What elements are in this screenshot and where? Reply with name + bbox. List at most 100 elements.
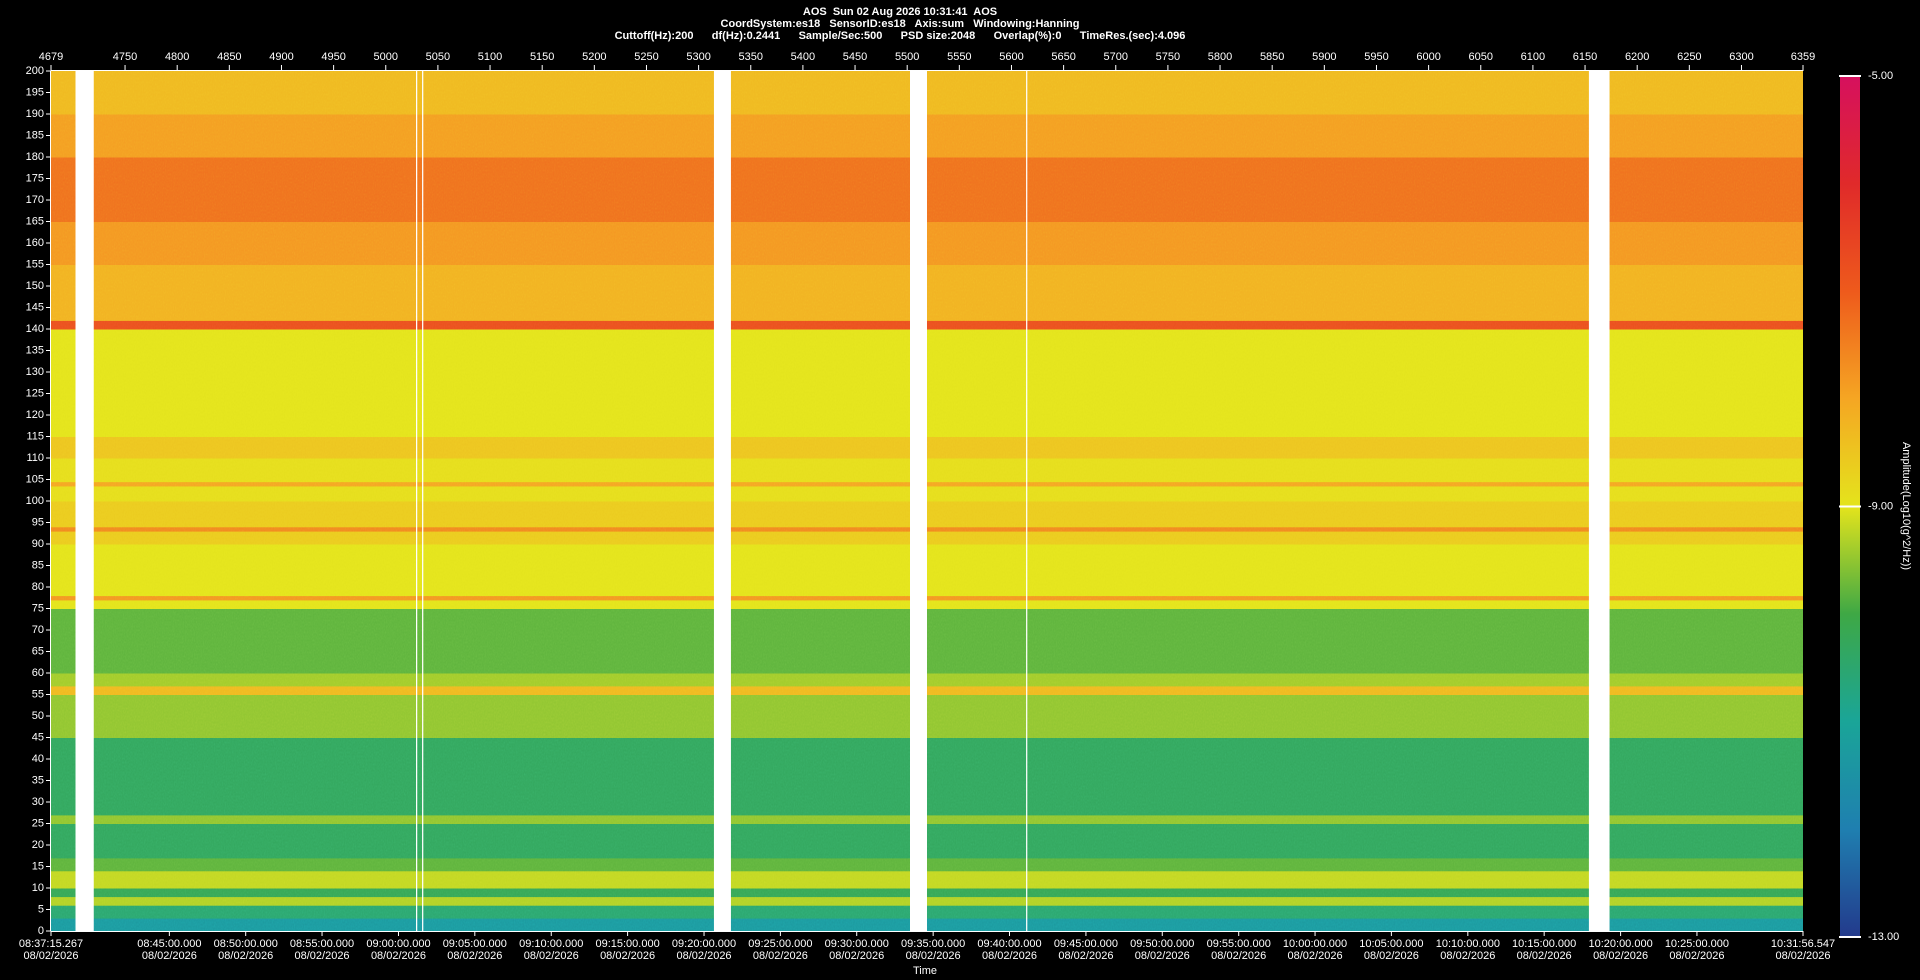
y-tick-label: 115 [26,430,44,442]
y-tick-label: 0 [38,925,44,937]
x-tick-label: 09:20:00.000 [672,938,736,950]
top-tick-label: 4850 [217,51,241,63]
y-tick-label: 30 [32,796,44,808]
top-tick-label: 6250 [1677,51,1701,63]
x-axis-label: Time [913,965,937,977]
data-gap [713,71,731,931]
top-tick-label: 4750 [113,51,137,63]
y-tick-label: 75 [32,602,44,614]
y-tick-label: 170 [26,194,44,206]
x-tick-label: 09:25:00.000 [748,938,812,950]
y-tick-label: 180 [26,151,44,163]
top-tick-label: 5050 [426,51,450,63]
colorbar-tick-label: -9.00 [1868,500,1893,512]
x-tick-label: 10:05:00.000 [1359,938,1423,950]
x-tick-date: 08/02/2026 [1517,950,1572,962]
y-tick-label: 85 [32,559,44,571]
y-tick-label: 60 [32,667,44,679]
y-tick-label: 175 [26,172,44,184]
y-tick-label: 105 [26,473,44,485]
spectrogram [51,71,1803,931]
top-tick-label: 5400 [791,51,815,63]
x-tick-date: 08/02/2026 [600,950,655,962]
x-tick-label: 10:00:00.000 [1283,938,1347,950]
x-tick-date: 08/02/2026 [447,950,502,962]
data-gap [75,71,94,931]
top-tick-label: 5300 [686,51,710,63]
top-tick-label: 5250 [634,51,658,63]
x-tick-label: 10:15:00.000 [1512,938,1576,950]
x-tick-date: 08/02/2026 [142,950,197,962]
x-tick-date: 08/02/2026 [677,950,732,962]
top-tick-label: 5900 [1312,51,1336,63]
chart-title: AOS Sun 02 Aug 2026 10:31:41 AOS [803,6,997,18]
x-tick-date: 08/02/2026 [1775,950,1830,962]
data-gap [910,71,927,931]
overlay: 0 5 10 15 20 25 30 35 40 45 50 55 60 65 70 75 80 85 90 95 10… [19,51,1835,962]
x-tick-date: 08/02/2026 [1288,950,1343,962]
top-tick-label: 6300 [1729,51,1753,63]
x-tick-label: 09:40:00.000 [977,938,1041,950]
top-tick-label: 5850 [1260,51,1284,63]
x-tick-label: 09:00:00.000 [366,938,430,950]
x-tick-date: 08/02/2026 [1058,950,1113,962]
y-tick-label: 65 [32,645,44,657]
y-tick-label: 70 [32,624,44,636]
x-tick-label: 09:30:00.000 [825,938,889,950]
x-tick-label: 10:20:00.000 [1588,938,1652,950]
y-tick-label: 160 [26,237,44,249]
y-tick-label: 185 [26,129,44,141]
x-tick-label: 09:50:00.000 [1130,938,1194,950]
x-tick-label: 09:05:00.000 [443,938,507,950]
top-tick-label: 4679 [39,51,63,63]
top-tick-label: 5100 [478,51,502,63]
y-tick-label: 135 [26,344,44,356]
y-tick-label: 140 [26,323,44,335]
top-tick-label: 5450 [843,51,867,63]
x-tick-label: 10:10:00.000 [1436,938,1500,950]
colorbar-tick-label: -5.00 [1868,70,1893,82]
top-tick-label: 6000 [1416,51,1440,63]
y-tick-label: 155 [26,258,44,270]
top-tick-label: 5550 [947,51,971,63]
y-tick-label: 200 [26,65,44,77]
x-tick-label: 08:45:00.000 [137,938,201,950]
x-tick-label: 08:55:00.000 [290,938,354,950]
x-tick-label: 10:31:56.547 [1771,938,1835,950]
x-tick-date: 08/02/2026 [829,950,884,962]
colorbar-label: Amplitude(Log10(g^2/Hz)) [1900,442,1912,570]
y-tick-label: 130 [26,366,44,378]
top-tick-label: 5000 [374,51,398,63]
x-tick-date: 08/02/2026 [524,950,579,962]
data-gap [416,71,418,931]
y-tick-label: 145 [26,301,44,313]
top-tick-label: 6050 [1469,51,1493,63]
top-tick-label: 5750 [1156,51,1180,63]
y-tick-label: 95 [32,516,44,528]
x-tick-date: 08/02/2026 [1211,950,1266,962]
x-tick-date: 08/02/2026 [218,950,273,962]
x-tick-label: 09:35:00.000 [901,938,965,950]
y-tick-label: 80 [32,581,44,593]
y-tick-label: 55 [32,688,44,700]
x-tick-date: 08/02/2026 [982,950,1037,962]
top-tick-label: 5950 [1364,51,1388,63]
top-tick-label: 4950 [321,51,345,63]
top-tick-label: 6200 [1625,51,1649,63]
y-tick-label: 45 [32,731,44,743]
x-tick-date: 08/02/2026 [1135,950,1190,962]
y-tick-label: 5 [38,903,44,915]
x-tick-label: 09:45:00.000 [1054,938,1118,950]
y-tick-label: 20 [32,839,44,851]
settings-line: Cuttoff(Hz):200 df(Hz):0.2441 Sample/Sec… [615,30,1186,42]
x-tick-date: 08/02/2026 [1593,950,1648,962]
x-tick-date: 08/02/2026 [753,950,808,962]
y-tick-label: 120 [26,409,44,421]
y-tick-label: 25 [32,817,44,829]
data-gap [1588,71,1610,931]
y-tick-label: 195 [26,86,44,98]
top-tick-label: 4800 [165,51,189,63]
x-tick-label: 08:50:00.000 [214,938,278,950]
x-tick-date: 08/02/2026 [906,950,961,962]
x-tick-date: 08/02/2026 [23,950,78,962]
